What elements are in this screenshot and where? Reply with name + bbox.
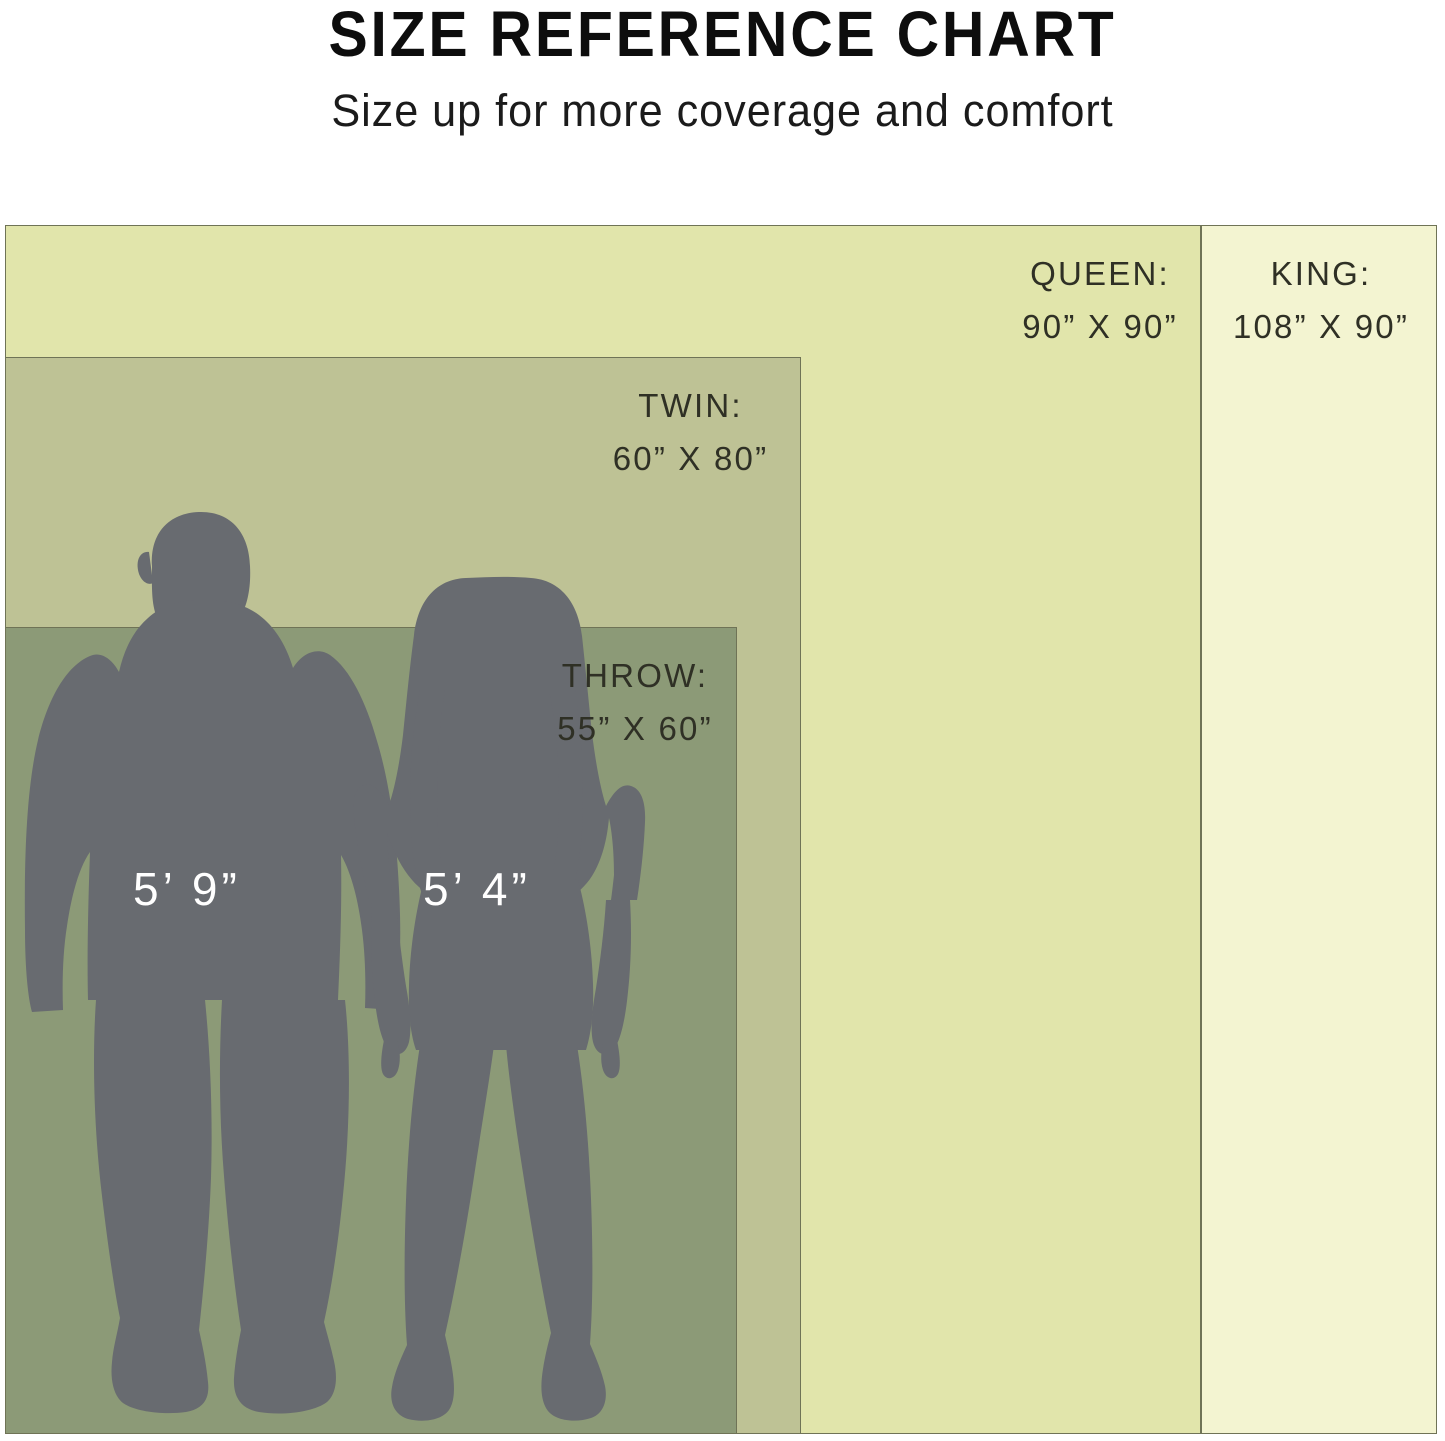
page-title: SIZE REFERENCE CHART	[328, 0, 1117, 70]
chart-header: SIZE REFERENCE CHART Size up for more co…	[0, 0, 1445, 133]
size-label-queen: QUEEN: 90” X 90”	[1005, 247, 1195, 354]
woman-long-hair-silhouette	[353, 576, 646, 1421]
size-label-king: KING: 108” X 90”	[1215, 247, 1427, 354]
man-hoodie-silhouette	[24, 511, 401, 1414]
size-label-throw: THROW: 55” X 60”	[540, 649, 730, 756]
size-label-queen-dimensions: 90” X 90”	[1022, 308, 1178, 346]
size-rect-king	[1201, 225, 1437, 1434]
height-label-female: 5’ 4”	[423, 863, 531, 915]
size-label-king-dimensions: 108” X 90”	[1232, 308, 1410, 346]
size-label-throw-name: THROW:	[561, 657, 709, 694]
page-subtitle: Size up for more coverage and comfort	[331, 85, 1114, 136]
size-label-twin-dimensions: 60” X 80”	[612, 440, 769, 478]
size-label-twin: TWIN: 60” X 80”	[588, 379, 793, 486]
size-label-queen-name: QUEEN:	[1030, 255, 1170, 292]
size-label-twin-name: TWIN:	[638, 387, 743, 424]
size-label-throw-dimensions: 55” X 60”	[557, 710, 713, 748]
height-label-male: 5’ 9”	[133, 863, 241, 915]
size-label-king-name: KING:	[1270, 255, 1372, 292]
